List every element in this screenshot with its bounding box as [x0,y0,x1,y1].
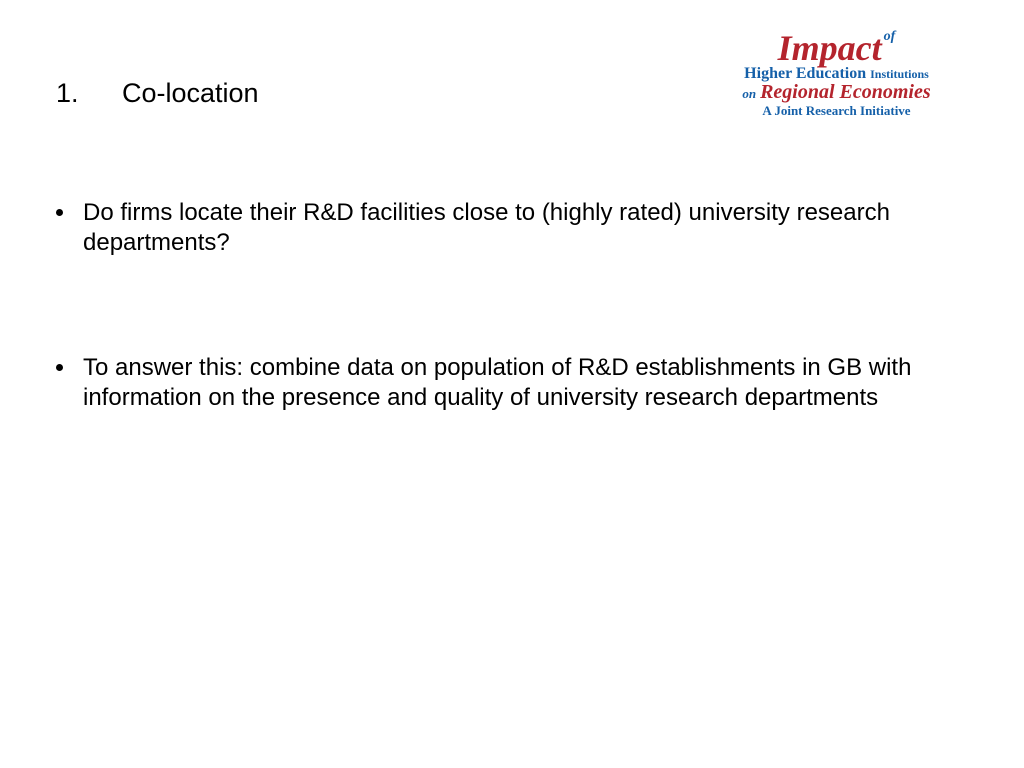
bullet-text: To answer this: combine data on populati… [83,353,966,413]
bullet-dot-icon [56,364,63,371]
logo-impact: Impact [778,28,882,68]
logo-on: on [742,86,756,101]
bullet-item: Do firms locate their R&D facilities clo… [56,198,966,258]
logo-line4: A Joint Research Initiative [679,104,994,118]
logo-line1: Impactof [679,30,994,68]
title-number: 1. [56,78,79,109]
title-text: Co-location [122,78,259,109]
bullet-item: To answer this: combine data on populati… [56,353,966,413]
logo-of: of [884,29,896,44]
logo-institutions: Institutions [870,67,929,81]
bullet-dot-icon [56,209,63,216]
logo-higher-ed: Higher Education [744,65,866,82]
bullet-list: Do firms locate their R&D facilities clo… [56,198,966,508]
logo-line3: on Regional Economies [679,82,994,103]
bullet-text: Do firms locate their R&D facilities clo… [83,198,966,258]
logo-block: Impactof Higher Education Institutions o… [679,30,994,117]
slide-container: Impactof Higher Education Institutions o… [0,0,1024,768]
logo-regional: Regional Economies [760,81,931,103]
